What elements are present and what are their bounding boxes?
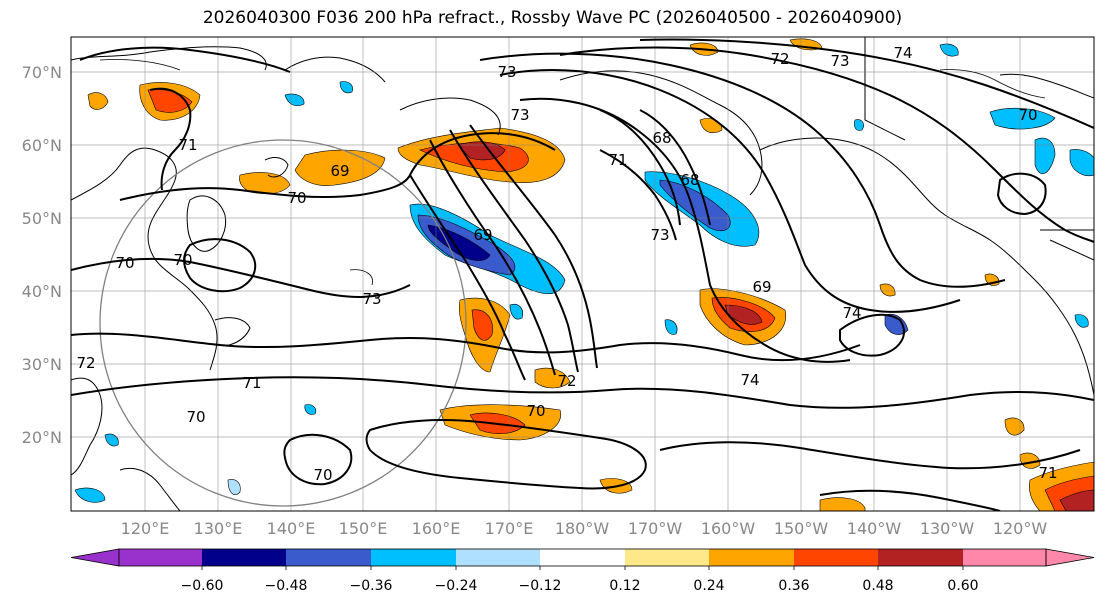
colorbar-tick-label: −0.48 <box>265 578 308 594</box>
contour-label: 71 <box>608 151 627 169</box>
lon-label: 140°E <box>267 519 316 538</box>
colorbar-segment <box>371 549 456 566</box>
contour-label: 70 <box>287 189 306 207</box>
contour-label: 72 <box>76 354 95 372</box>
lat-label: 70°N <box>22 63 62 82</box>
contour-label: 73 <box>650 226 669 244</box>
colorbar-segment <box>119 549 202 566</box>
lon-label: 170°E <box>485 519 534 538</box>
colorbar-ticks: −0.60 −0.48 −0.36 −0.24 −0.12 0.12 0.24 … <box>181 578 979 594</box>
colorbar-frame <box>118 548 1047 567</box>
contour-label: 73 <box>830 52 849 70</box>
colorbar-segment <box>794 549 878 566</box>
lon-label: 160°E <box>412 519 461 538</box>
contour-label: 72 <box>770 50 789 68</box>
lat-label: 40°N <box>22 282 62 301</box>
contour-label: 70 <box>115 254 134 272</box>
colorbar-tick-label: 0.12 <box>609 578 640 594</box>
colorbar-tick-label: −0.60 <box>181 578 224 594</box>
contour-label: 72 <box>557 372 576 390</box>
contour-label: 73 <box>510 106 529 124</box>
lon-label: 150°E <box>339 519 388 538</box>
contour-label: 70 <box>526 402 545 420</box>
colorbar-tick-label: −0.36 <box>350 578 393 594</box>
map-title: 2026040300 F036 200 hPa refract., Rossby… <box>202 8 903 28</box>
colorbar-segment <box>709 549 794 566</box>
contour-label: 69 <box>330 162 349 180</box>
contour-label: 73 <box>362 290 381 308</box>
contour-label: 68 <box>680 171 699 189</box>
colorbar-tick-label: 0.36 <box>778 578 809 594</box>
colorbar-segment <box>625 549 709 566</box>
lon-label: 150°W <box>774 519 829 538</box>
lat-label: 50°N <box>22 209 62 228</box>
colorbar-tick-label: 0.48 <box>862 578 893 594</box>
lat-label: 20°N <box>22 428 62 447</box>
contour-label: 74 <box>842 304 861 322</box>
contour-label: 70 <box>313 466 332 484</box>
lon-label: 120°W <box>993 519 1048 538</box>
map-background <box>71 37 1094 511</box>
colorbar-tick-label: 0.60 <box>947 578 978 594</box>
lon-label: 180°W <box>555 519 610 538</box>
colorbar-segment <box>286 549 371 566</box>
colorbar-segment <box>202 549 286 566</box>
latitude-axis: 70°N 60°N 50°N 40°N 30°N 20°N <box>22 63 62 447</box>
colorbar-extend-low <box>70 548 120 567</box>
lon-label: 170°W <box>628 519 683 538</box>
colorbar-segment <box>456 549 540 566</box>
contour-label: 71 <box>242 374 261 392</box>
colorbar-tick-label: 0.24 <box>693 578 724 594</box>
colorbar-tick-label: −0.12 <box>519 578 562 594</box>
contour-label: 70 <box>1018 106 1037 124</box>
lon-label: 130°W <box>920 519 975 538</box>
colorbar-segment <box>540 549 625 566</box>
minor-contours <box>99 59 1046 286</box>
contour-label: 74 <box>740 371 759 389</box>
contour-label: 74 <box>893 44 912 62</box>
colorbar-segment <box>878 549 963 566</box>
contour-label: 68 <box>652 129 671 147</box>
lon-label: 160°W <box>701 519 756 538</box>
lat-label: 30°N <box>22 355 62 374</box>
lon-label: 140°W <box>847 519 902 538</box>
lon-label: 120°E <box>121 519 170 538</box>
colorbar-tick-label: −0.24 <box>435 578 478 594</box>
colorbar-segment <box>963 549 1046 566</box>
map-frame <box>70 36 1095 512</box>
lat-label: 60°N <box>22 136 62 155</box>
colorbar-extend-high <box>1045 548 1095 567</box>
coastlines <box>71 37 1094 511</box>
contour-label: 71 <box>178 136 197 154</box>
contour-labels: 70 69 70 70 73 71 72 70 70 71 72 73 68 6… <box>76 44 1057 484</box>
contour-label: 71 <box>1038 464 1057 482</box>
contour-label: 69 <box>473 226 492 244</box>
refractivity-contours <box>71 38 1094 511</box>
reference-circle <box>99 139 467 507</box>
longitude-axis: 120°E 130°E 140°E 150°E 160°E 170°E 180°… <box>121 519 1048 538</box>
contour-label: 69 <box>752 278 771 296</box>
contour-label: 70 <box>186 408 205 426</box>
lon-label: 130°E <box>194 519 243 538</box>
colorbar <box>70 548 1095 570</box>
contour-label: 73 <box>497 63 516 81</box>
contour-label: 70 <box>173 251 192 269</box>
